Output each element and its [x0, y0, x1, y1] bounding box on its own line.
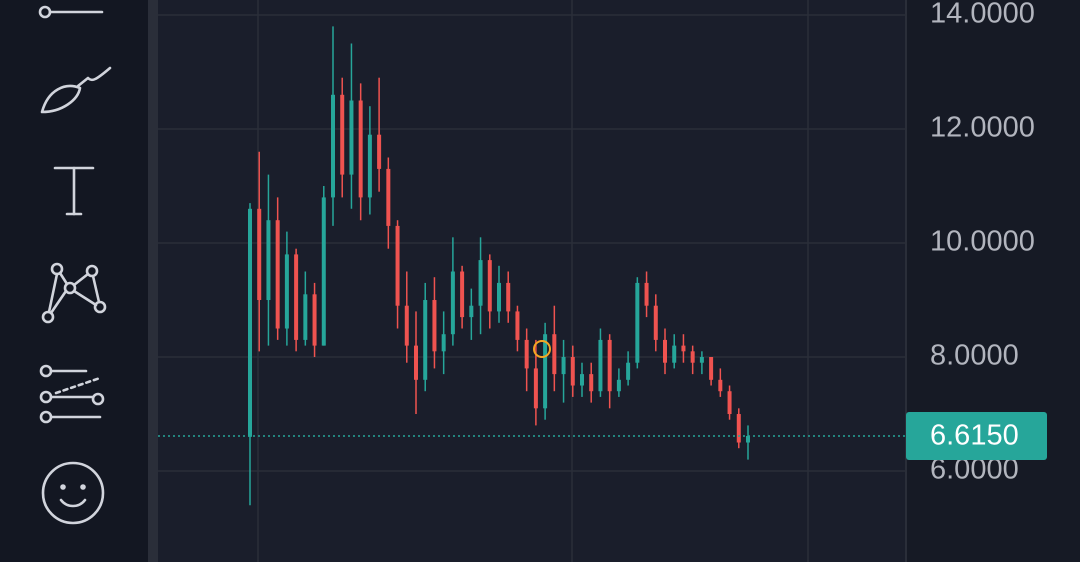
candle-body: [672, 345, 677, 363]
candle-body: [681, 345, 686, 352]
y-tick-label: 8.0000: [930, 340, 1019, 372]
tool-pattern[interactable]: [41, 262, 107, 324]
candle-body: [284, 254, 289, 329]
candle-body: [386, 168, 391, 226]
plot: [158, 14, 906, 506]
candle-body: [497, 282, 501, 312]
candle-body: [450, 271, 455, 335]
candle-body: [543, 334, 548, 409]
y-tick-label: 12.0000: [930, 112, 1035, 144]
candle-body: [589, 374, 594, 392]
candle-body: [340, 94, 345, 175]
candle-body: [275, 220, 280, 329]
candle-body: [580, 374, 584, 386]
price-axis: [906, 0, 1080, 562]
candle-body: [644, 282, 649, 306]
candle-body: [349, 100, 354, 175]
candle-body: [469, 305, 474, 318]
candle-body: [598, 339, 603, 392]
candle-body: [404, 305, 409, 346]
y-tick-label: 14.0000: [930, 0, 1035, 30]
candle-body: [266, 220, 271, 301]
candle-body: [423, 300, 428, 380]
last-price-badge: [906, 411, 1047, 460]
plot-area: [158, 0, 906, 562]
candle-body: [561, 357, 566, 375]
candle-body: [699, 357, 704, 363]
candle-body: [487, 260, 492, 312]
candle-body: [533, 368, 538, 409]
candle-body: [432, 300, 437, 352]
tool-forecast[interactable]: [39, 364, 105, 424]
candle-body: [718, 379, 723, 392]
candle-body: [709, 357, 714, 380]
candle-body: [736, 414, 741, 443]
candle-body: [294, 254, 299, 340]
tool-trend-line[interactable]: [38, 5, 104, 19]
tool-text[interactable]: [53, 166, 95, 216]
highlight-marker: [533, 340, 551, 358]
candle-body: [303, 294, 308, 340]
candle-body: [506, 282, 511, 312]
y-tick-label: 10.0000: [930, 226, 1035, 258]
candle-body: [321, 197, 326, 346]
candle-body: [367, 134, 372, 198]
candle-body: [395, 225, 400, 306]
candle-body: [478, 260, 483, 306]
toolbar: [0, 0, 148, 562]
candle-body: [690, 351, 695, 363]
candle-body: [727, 391, 732, 415]
candle-body: [257, 208, 262, 301]
tool-emoji[interactable]: [41, 461, 105, 525]
candle-body: [331, 94, 335, 198]
candle-body: [607, 339, 612, 392]
last-price-label: 6.6150: [930, 420, 1019, 452]
candle-body: [515, 311, 520, 340]
candle-body: [248, 208, 252, 437]
candle-body: [663, 339, 667, 363]
candle-body: [626, 362, 631, 380]
candle-body: [414, 345, 418, 380]
candle-body: [441, 334, 446, 352]
candle-body: [358, 100, 363, 198]
candle-body: [635, 282, 640, 363]
candle-body: [460, 271, 465, 318]
candle-body: [552, 334, 557, 375]
candle-body: [570, 357, 575, 386]
candle-body: [377, 134, 382, 169]
toolbar-separator: [148, 0, 158, 562]
candle-body: [312, 294, 317, 346]
candle-body: [653, 305, 658, 340]
tool-brush[interactable]: [40, 66, 112, 114]
candle-body: [746, 435, 750, 443]
candle-body: [524, 339, 529, 369]
candle-body: [616, 379, 621, 392]
